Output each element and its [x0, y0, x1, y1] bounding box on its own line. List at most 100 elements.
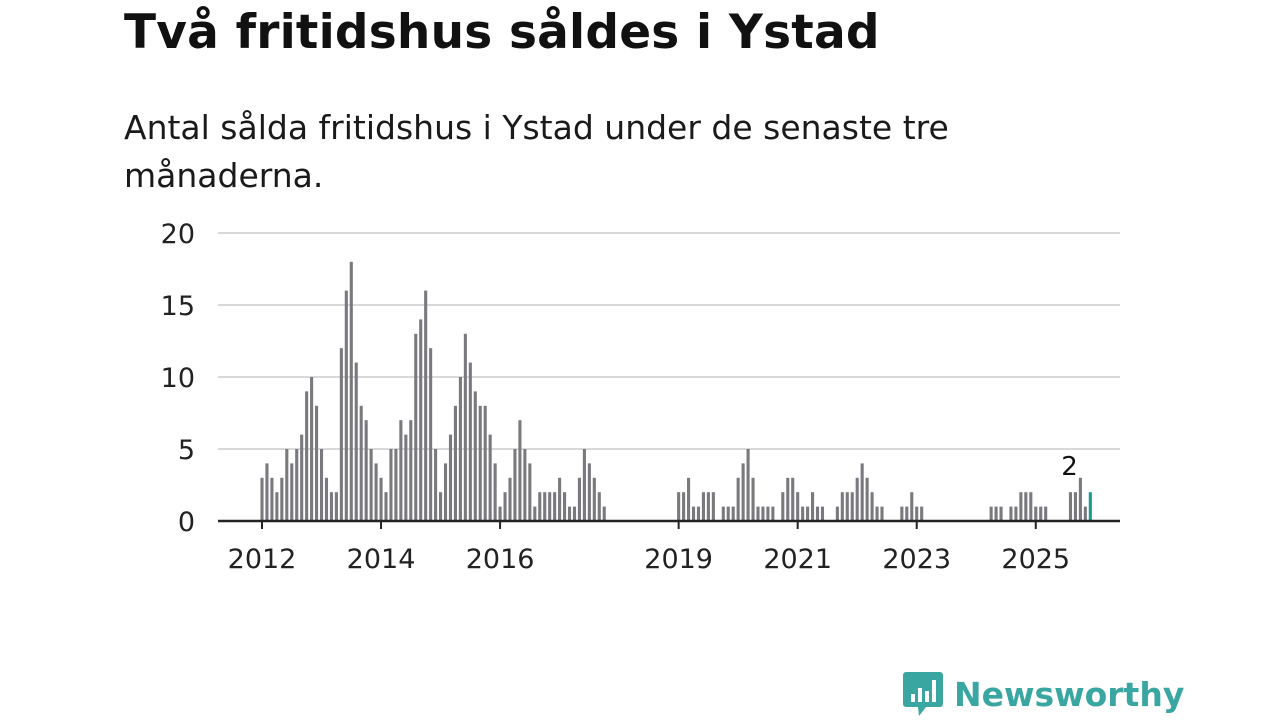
bar — [786, 477, 790, 521]
bar — [855, 477, 859, 521]
bar — [1083, 506, 1087, 521]
bar — [528, 463, 532, 521]
bar — [260, 477, 264, 521]
bar — [677, 492, 681, 521]
bar — [270, 477, 274, 521]
bar — [721, 506, 725, 521]
bar — [1068, 492, 1073, 521]
newsworthy-logo-text: Newsworthy — [954, 674, 1185, 714]
bar — [582, 449, 586, 521]
bar — [994, 506, 998, 521]
bar — [394, 449, 398, 521]
bar — [741, 463, 745, 521]
bar — [850, 492, 854, 521]
bar — [989, 506, 993, 521]
bar — [746, 449, 750, 521]
x-tick-label: 2025 — [1001, 544, 1070, 575]
bar — [359, 405, 363, 521]
bar — [419, 319, 423, 521]
bar — [682, 492, 686, 521]
bar — [349, 261, 353, 521]
bar — [915, 506, 919, 521]
bar — [811, 492, 815, 521]
bar — [865, 477, 869, 521]
bar — [558, 477, 562, 521]
bar — [523, 449, 527, 521]
bar — [384, 492, 388, 521]
bar — [389, 449, 393, 521]
x-tick-label: 2021 — [763, 544, 832, 575]
newsworthy-logo-icon — [903, 672, 943, 716]
bar — [478, 405, 482, 521]
bar — [900, 506, 904, 521]
bar — [860, 463, 864, 521]
bar — [280, 477, 284, 521]
x-tick-label: 2014 — [347, 544, 416, 575]
x-tick-label: 2012 — [228, 544, 297, 575]
bar — [701, 492, 705, 521]
bar — [801, 506, 805, 521]
bar — [324, 477, 329, 521]
bar — [1019, 492, 1023, 521]
bar — [503, 492, 507, 521]
bar — [597, 492, 601, 521]
bar — [1078, 477, 1082, 521]
bar — [513, 449, 517, 521]
bar — [305, 391, 309, 521]
bar — [369, 449, 373, 521]
bar — [905, 506, 909, 521]
bar — [399, 420, 403, 521]
bar — [310, 377, 314, 521]
bar — [781, 492, 785, 521]
bar — [354, 362, 358, 521]
bar — [508, 477, 512, 521]
bar — [275, 492, 279, 521]
bar — [295, 449, 299, 521]
bar — [587, 463, 591, 521]
bar — [409, 420, 413, 521]
bar — [696, 506, 701, 521]
bar — [875, 506, 879, 521]
bar — [766, 506, 770, 521]
bar — [414, 333, 418, 521]
bar — [329, 492, 333, 521]
bar — [429, 348, 433, 521]
bar — [711, 492, 715, 521]
bar — [1009, 506, 1013, 521]
bar — [548, 492, 552, 521]
bar — [334, 492, 338, 521]
bar — [364, 420, 368, 521]
bar — [706, 492, 710, 521]
bar — [999, 506, 1003, 521]
bar — [1029, 492, 1033, 521]
bar — [1034, 506, 1038, 521]
x-axis-ticks: 2012 2014 2016 2019 2021 2023 2025 — [228, 521, 1070, 575]
bar — [572, 506, 577, 521]
bar — [726, 506, 730, 521]
bar — [691, 506, 696, 521]
bar — [339, 348, 343, 521]
bar — [533, 506, 537, 521]
bar — [443, 463, 448, 521]
bar — [806, 506, 810, 521]
bar — [404, 434, 408, 521]
x-tick-label: 2019 — [644, 544, 713, 575]
bar — [835, 506, 839, 521]
bar — [453, 405, 457, 521]
bar — [458, 377, 462, 521]
bar-chart: 0 5 10 15 20 2012 2014 2016 2019 2021 2023 2025 2 — [161, 219, 1120, 575]
bar — [910, 492, 914, 521]
bar — [880, 506, 884, 521]
bar — [771, 506, 775, 521]
bar — [1014, 506, 1018, 521]
bar — [820, 506, 825, 521]
bar — [731, 506, 735, 521]
gridlines — [218, 232, 1120, 450]
y-tick-label: 15 — [161, 291, 195, 322]
bars — [260, 261, 1092, 521]
y-tick-label: 0 — [178, 507, 195, 538]
bar — [761, 506, 765, 521]
latest-value-label: 2 — [1061, 452, 1078, 482]
bar — [493, 463, 497, 521]
bar — [736, 477, 740, 521]
